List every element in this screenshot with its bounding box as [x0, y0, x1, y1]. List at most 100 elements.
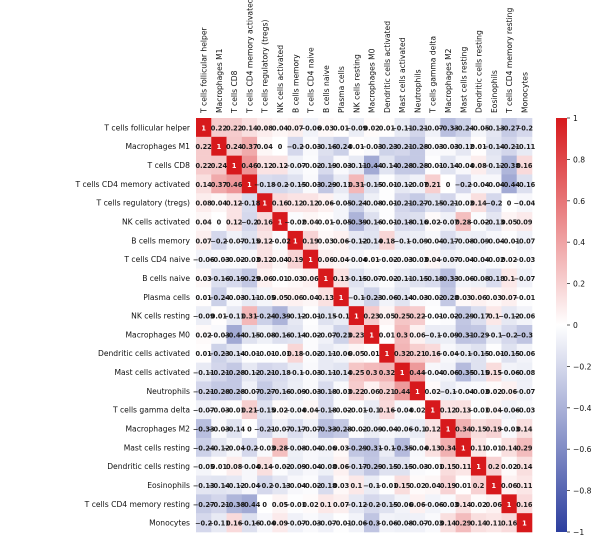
cell-value-label: −0.07 [437, 219, 459, 227]
cell-value-label: −0.03 [437, 501, 459, 509]
cell-value-label: 0.22 [226, 124, 243, 132]
row-label: Eosinophils [147, 481, 190, 490]
cell-value-label: −0.03 [330, 162, 352, 170]
heatmap-cell [379, 381, 395, 401]
colorbar-tick-label: −0.4 [573, 404, 592, 413]
cell-value-label: −0.11 [315, 350, 337, 358]
heatmap-cell [211, 494, 227, 514]
colorbar-tick-label: −0.6 [573, 445, 592, 454]
cell-value-label: −0.07 [407, 181, 429, 189]
cell-value-label: −0.01 [239, 350, 261, 358]
cell-value-label: 0.06 [501, 482, 518, 490]
cell-value-label: −0.15 [468, 369, 490, 377]
cell-value-label: −0.03 [300, 143, 322, 151]
cell-value-label: −0.12 [483, 162, 505, 170]
heatmap-cell [241, 400, 258, 420]
cell-value-label: −0.03 [254, 444, 276, 452]
colorbar-tick-label: 0 [573, 321, 578, 330]
column-label: Eosinophils [490, 70, 499, 113]
cell-value-label: −0.15 [391, 463, 413, 471]
cell-value-label: 0.25 [394, 313, 411, 321]
heatmap-cell [272, 136, 288, 156]
cell-value-label: −0.2 [516, 124, 534, 132]
cell-value-label: −0.17 [345, 463, 367, 471]
cell-value-label: −0.07 [269, 426, 291, 434]
heatmap-cell [302, 193, 319, 213]
heatmap-cell [302, 475, 319, 495]
cell-value-label: −0.38 [223, 501, 245, 509]
cell-value-label: 0.1 [320, 501, 332, 509]
cell-value-label: −0.28 [223, 388, 245, 396]
heatmap-cell [272, 306, 288, 326]
heatmap-cell [440, 306, 456, 326]
row-label: Dendritic cells resting [107, 462, 190, 471]
heatmap-cell [257, 212, 273, 232]
cell-value-label: 0.14 [516, 463, 533, 471]
heatmap-cell [470, 494, 487, 514]
heatmap-cell [257, 362, 273, 382]
heatmap-cell [287, 400, 304, 420]
heatmap-cell [241, 212, 258, 232]
heatmap-cell [455, 419, 472, 439]
heatmap-cell [470, 306, 487, 326]
cell-value-label: −0.19 [315, 162, 337, 170]
cell-value-label: −0.11 [239, 294, 261, 302]
heatmap-cell [348, 437, 365, 458]
heatmap-cell [455, 118, 472, 138]
cell-value-label: −0.07 [284, 162, 306, 170]
heatmap-cell [364, 513, 380, 533]
heatmap-cell [516, 513, 533, 533]
heatmap-cell [470, 343, 487, 363]
heatmap-cell [455, 155, 472, 175]
cell-value-label: 0.01 [211, 313, 228, 321]
cell-value-label: −0.21 [254, 426, 276, 434]
heatmap-cell [241, 475, 258, 495]
cell-value-label: −0.02 [468, 219, 490, 227]
heatmap-cell [302, 268, 319, 288]
heatmap-cell [348, 325, 365, 345]
heatmap-cell [394, 193, 411, 213]
heatmap-cell [196, 381, 212, 401]
heatmap-cell [470, 230, 487, 251]
heatmap-cell [486, 381, 502, 401]
cell-value-label: 0.02 [195, 331, 212, 339]
heatmap-cell [348, 494, 365, 514]
row-label: T cells gamma delta [112, 406, 190, 415]
cell-value-label: −0.02 [376, 256, 398, 264]
heatmap-cell [379, 155, 395, 175]
heatmap-cell [470, 513, 487, 533]
cell-value-label: 1 [201, 124, 206, 132]
cell-value-label: 0.31 [348, 181, 365, 189]
heatmap-cell [333, 249, 350, 269]
heatmap-cell [455, 136, 472, 156]
row-label: Macrophages M0 [125, 330, 190, 339]
heatmap-cell [287, 249, 304, 269]
cell-value-label: 0.08 [226, 463, 243, 471]
cell-value-label: −0.33 [193, 426, 215, 434]
heatmap-cell [211, 155, 227, 175]
heatmap-cell [226, 475, 243, 495]
cell-value-label: 0.02 [409, 407, 426, 415]
cell-value-label: −0.23 [376, 143, 398, 151]
cell-value-label: 0.29 [516, 444, 533, 452]
cell-value-label: −0.04 [513, 200, 535, 208]
cell-value-label: −0.06 [391, 501, 413, 509]
cell-value-label: −0.01 [422, 463, 444, 471]
heatmap-cell [455, 230, 472, 251]
cell-value-label: −0.21 [437, 200, 459, 208]
cell-value-label: 0.14 [241, 124, 258, 132]
cell-value-label: −0.03 [498, 426, 520, 434]
heatmap-cell [455, 456, 472, 476]
cell-value-label: −0.2 [195, 520, 213, 528]
heatmap-cell [409, 381, 426, 401]
heatmap-cell [241, 513, 258, 533]
cell-value-label: −0.07 [315, 520, 337, 528]
column-label: T cells CD8 [230, 70, 239, 114]
cell-value-label: −0.2 [363, 501, 381, 509]
heatmap-cell [440, 155, 456, 175]
cell-value-label: −0.08 [513, 369, 535, 377]
cell-value-label: −0.27 [193, 501, 215, 509]
cell-value-label: 0.01 [333, 124, 350, 132]
heatmap-cell [196, 212, 212, 232]
